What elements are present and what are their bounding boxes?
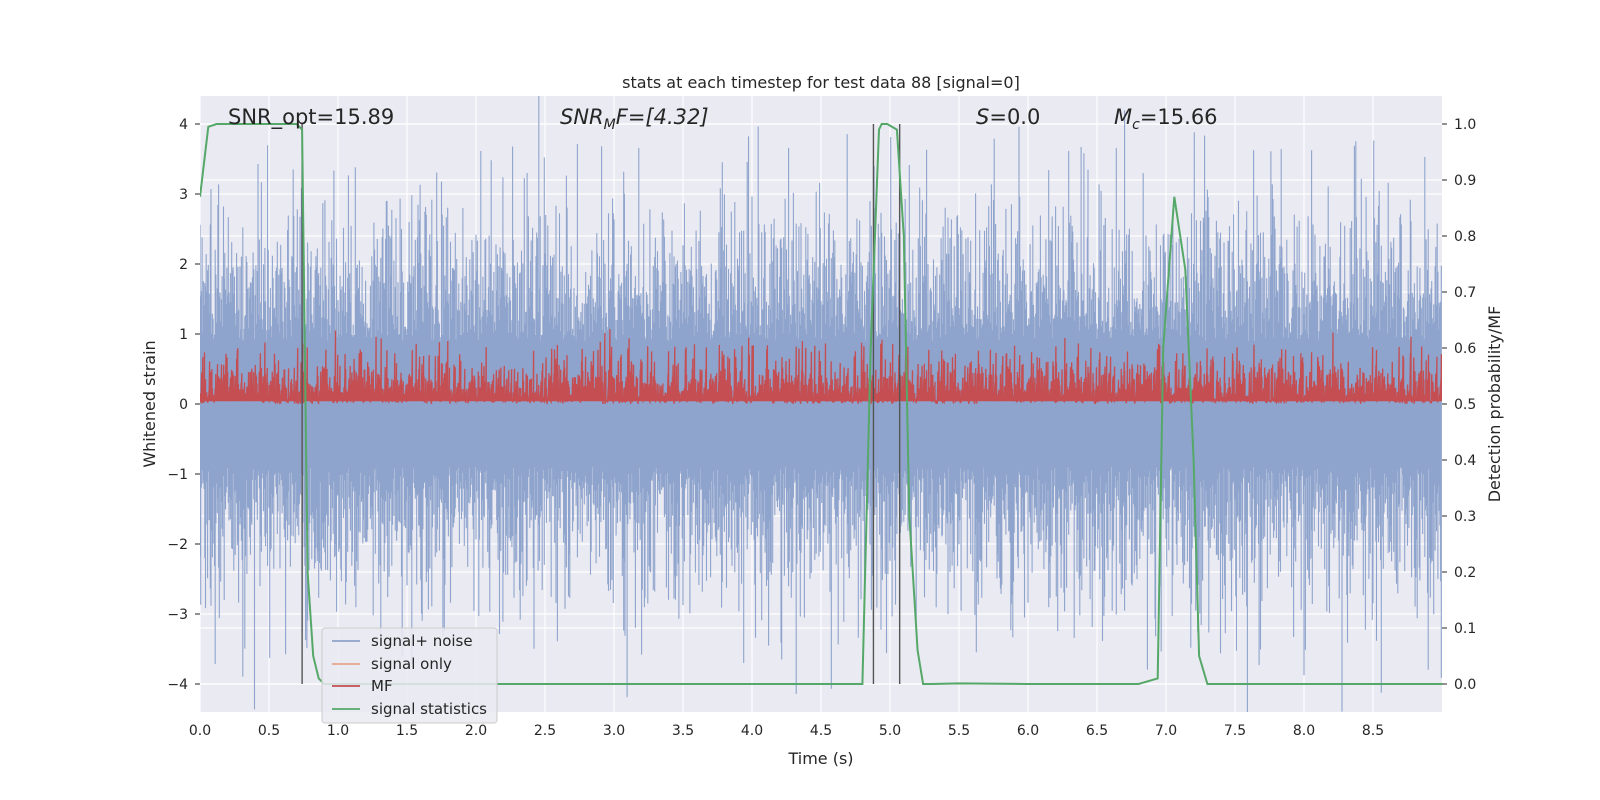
x-tick-label: 2.0: [465, 723, 487, 739]
x-axis-label: Time (s): [787, 749, 853, 768]
y-right-tick-label: 0.3: [1454, 509, 1476, 525]
annotation-snr-mf: SNRMF=[4.32]: [560, 105, 709, 133]
y-right-axis-ticks: 0.0 0.1 0.2 0.3 0.4 0.5 0.6 0.7 0.8 0.9 1.0: [1442, 117, 1476, 693]
x-tick-label: 5.5: [948, 723, 970, 739]
annotation-snr-opt: SNR_opt=15.89: [228, 105, 394, 130]
legend-label-signal-only: signal only: [371, 655, 452, 673]
signal-statistics-series: [200, 123, 1442, 685]
y-left-tick-label: −2: [167, 537, 188, 553]
x-tick-label: 2.5: [534, 723, 556, 739]
x-tick-label: 5.0: [879, 723, 901, 739]
legend-box: [321, 627, 498, 724]
y-right-tick-label: 0.5: [1454, 397, 1476, 413]
y-right-tick-label: 0.6: [1454, 341, 1476, 357]
y-right-tick-label: 0.8: [1454, 229, 1476, 245]
legend-label-mf: MF: [371, 677, 393, 695]
x-tick-label: 4.0: [741, 723, 763, 739]
y-left-tick-label: 3: [179, 187, 188, 203]
y-left-tick-label: −4: [167, 677, 188, 693]
y-left-axis-ticks: −4 −3 −2 −1 0 1 2 3 4: [167, 117, 200, 693]
x-tick-label: 7.0: [1155, 723, 1177, 739]
annotation-mc: Mc=15.66: [1114, 105, 1218, 133]
y-right-tick-label: 0.7: [1454, 285, 1476, 301]
x-axis-ticks: 0.0 0.5 1.0 1.5 2.0 2.5 3.0 3.5 4.0 4.5 5.0 5.5 6.0 6…: [189, 723, 1384, 739]
annotation-s: S=0.0: [976, 105, 1040, 129]
x-tick-label: 8.5: [1362, 723, 1384, 739]
legend-label-signal-noise: signal+ noise: [371, 632, 473, 650]
chart-title: stats at each timestep for test data 88 …: [622, 73, 1020, 92]
y-left-tick-label: 4: [179, 117, 188, 133]
y-left-tick-label: 2: [179, 257, 188, 273]
x-tick-label: 1.0: [327, 723, 349, 739]
y-right-tick-label: 0.9: [1454, 173, 1476, 189]
y-right-tick-label: 0.2: [1454, 565, 1476, 581]
y-right-tick-label: 0.0: [1454, 677, 1476, 693]
y-right-tick-label: 0.4: [1454, 453, 1476, 469]
legend-label-signal-statistics: signal statistics: [371, 700, 487, 718]
y-left-tick-label: 1: [179, 327, 188, 343]
y-left-tick-label: −1: [167, 467, 188, 483]
x-tick-label: 0.0: [189, 723, 211, 739]
x-tick-label: 8.0: [1293, 723, 1315, 739]
x-tick-label: 3.5: [672, 723, 694, 739]
y-right-tick-label: 0.1: [1454, 621, 1476, 637]
x-tick-label: 0.5: [258, 723, 280, 739]
y-right-axis-label: Detection probability/MF: [1485, 306, 1504, 503]
x-tick-label: 3.0: [603, 723, 625, 739]
x-tick-label: 4.5: [810, 723, 832, 739]
legend: signal+ noise signal only MF signal stat…: [321, 627, 498, 724]
y-left-axis-label: Whitened strain: [140, 340, 159, 467]
x-tick-label: 7.5: [1224, 723, 1246, 739]
mf-series: [200, 328, 1442, 405]
y-left-tick-label: 0: [179, 397, 188, 413]
x-tick-label: 6.0: [1017, 723, 1039, 739]
vertical-markers: [301, 124, 901, 684]
y-left-tick-label: −3: [167, 607, 188, 623]
y-right-tick-label: 1.0: [1454, 117, 1476, 133]
x-tick-label: 6.5: [1086, 723, 1108, 739]
signal-statistics-line: [200, 123, 1442, 685]
mf-line: [200, 328, 1442, 405]
x-tick-label: 1.5: [396, 723, 418, 739]
